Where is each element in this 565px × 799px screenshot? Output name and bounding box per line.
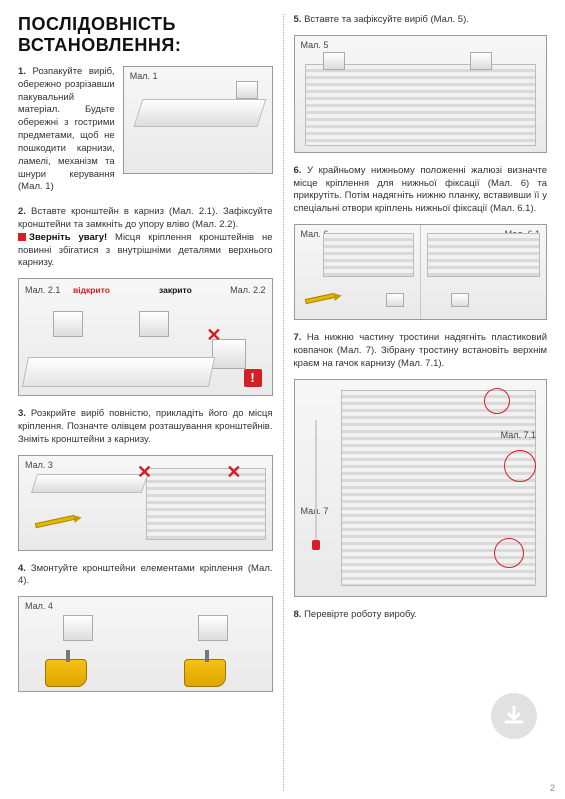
step-1-text: Розпакуйте виріб, обережно розрізавши па… xyxy=(18,66,115,192)
blinds-icon xyxy=(305,64,537,146)
drill-icon xyxy=(45,659,87,687)
right-column: 5. Вставте та зафіксуйте виріб (Мал. 5).… xyxy=(283,14,548,791)
figure-1: Мал. 1 xyxy=(123,66,273,174)
wand-icon xyxy=(315,420,317,540)
wand-cap-icon xyxy=(312,540,320,550)
callout-circle-icon xyxy=(494,538,524,568)
figure-2: Мал. 2.1 відкрито закрито Мал. 2.2 ✕ ! xyxy=(18,278,273,396)
red-x-icon: ✕ xyxy=(206,325,221,346)
step-8-text: Перевірте роботу виробу. xyxy=(301,609,416,620)
bracket-icon xyxy=(470,52,492,70)
page-number: 2 xyxy=(550,783,555,793)
bracket-icon xyxy=(236,81,258,99)
left-column: ПОСЛІДОВНІСТЬ ВСТАНОВЛЕННЯ: 1. Розпакуйт… xyxy=(18,14,283,791)
page-title: ПОСЛІДОВНІСТЬ ВСТАНОВЛЕННЯ: xyxy=(18,14,273,56)
step-1-row: 1. Розпакуйте виріб, обережно розрізавши… xyxy=(18,66,273,194)
blinds-icon xyxy=(146,468,266,540)
open-label: відкрито xyxy=(73,285,110,295)
step-4: 4. Змонтуйте кронштейни елементами кріпл… xyxy=(18,563,273,589)
figure-6-left: Мал. 6 xyxy=(295,225,421,319)
step-3-text: Розкрийте виріб повністю, прикладіть йог… xyxy=(18,408,273,445)
figure-71-label: Мал. 7.1 xyxy=(501,430,536,440)
figure-4: Мал. 4 xyxy=(18,596,273,692)
page-root: ПОСЛІДОВНІСТЬ ВСТАНОВЛЕННЯ: 1. Розпакуйт… xyxy=(0,0,565,799)
figure-3: Мал. 3 ✕ ✕ xyxy=(18,455,273,551)
step-1-num: 1. xyxy=(18,66,26,77)
figure-3-label: Мал. 3 xyxy=(25,460,53,470)
red-x-icon: ✕ xyxy=(226,462,241,483)
step-4-text: Змонтуйте кронштейни елементами кріпленн… xyxy=(18,563,273,587)
figure-5: Мал. 5 xyxy=(294,35,548,153)
blinds-icon xyxy=(427,233,540,277)
warning-label: Зверніть увагу! xyxy=(29,232,107,243)
warning-square-icon xyxy=(18,233,26,241)
figure-22-label: Мал. 2.2 xyxy=(230,285,265,295)
step-3-num: 3. xyxy=(18,408,26,419)
callout-circle-icon xyxy=(504,450,536,482)
drill-icon xyxy=(184,659,226,687)
step-2-text: Вставте кронштейн в карниз (Мал. 2.1). З… xyxy=(18,206,273,230)
red-x-icon: ✕ xyxy=(137,462,152,483)
step-2: 2. Вставте кронштейн в карниз (Мал. 2.1)… xyxy=(18,206,273,270)
download-watermark-icon xyxy=(491,693,537,739)
step-4-num: 4. xyxy=(18,563,26,574)
pencil-icon xyxy=(35,515,75,528)
step-5-text: Вставте та зафіксуйте виріб (Мал. 5). xyxy=(301,14,468,25)
figure-21-label: Мал. 2.1 xyxy=(25,285,60,295)
step-7: 7. На нижню частину тростини надягніть п… xyxy=(294,332,548,370)
bracket-open-icon xyxy=(53,311,83,337)
step-7-text: На нижню частину тростини надягніть плас… xyxy=(294,332,548,369)
callout-circle-icon xyxy=(484,388,510,414)
clip-icon xyxy=(451,293,469,307)
rail-illustration xyxy=(134,99,267,127)
close-label: закрито xyxy=(159,285,192,295)
figure-6-right: Мал. 6.1 xyxy=(421,225,546,319)
step-2-num: 2. xyxy=(18,206,26,217)
step-6: 6. У крайньому нижньому положенні жалюзі… xyxy=(294,165,548,216)
warning-badge-icon: ! xyxy=(244,369,262,387)
clip-icon xyxy=(386,293,404,307)
figure-4-label: Мал. 4 xyxy=(25,601,53,611)
step-5: 5. Вставте та зафіксуйте виріб (Мал. 5). xyxy=(294,14,548,27)
bracket-icon xyxy=(198,615,228,641)
figure-7: Мал. 7 Мал. 7.1 xyxy=(294,379,548,597)
blinds-icon xyxy=(323,233,414,277)
bracket-icon xyxy=(63,615,93,641)
step-6-text: У крайньому нижньому положенні жалюзі ви… xyxy=(294,165,548,214)
pencil-icon xyxy=(304,293,334,304)
figure-1-label: Мал. 1 xyxy=(130,71,158,81)
rail-icon xyxy=(31,474,148,493)
figure-6: Мал. 6 Мал. 6.1 xyxy=(294,224,548,320)
rail-base-icon xyxy=(22,357,215,387)
step-8: 8. Перевірте роботу виробу. xyxy=(294,609,548,622)
step-3: 3. Розкрийте виріб повністю, прикладіть … xyxy=(18,408,273,446)
bracket-icon xyxy=(323,52,345,70)
bracket-closed-icon xyxy=(139,311,169,337)
step-1: 1. Розпакуйте виріб, обережно розрізавши… xyxy=(18,66,115,194)
figure-5-label: Мал. 5 xyxy=(301,40,329,50)
